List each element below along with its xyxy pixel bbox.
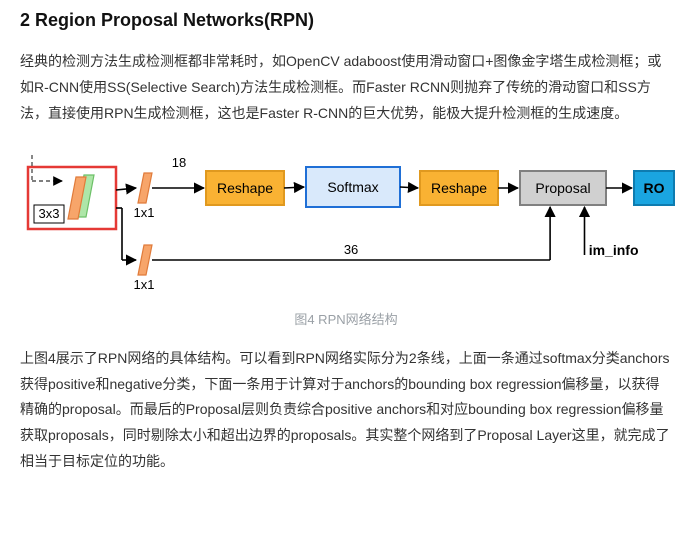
section-heading: 2 Region Proposal Networks(RPN) [20, 10, 672, 31]
svg-text:36: 36 [344, 242, 358, 257]
svg-text:Reshape: Reshape [431, 180, 487, 196]
figure-rpn-architecture: 3x3 1x1 1x1 Reshape Softmax Reshape Proposal RO… [20, 141, 672, 301]
svg-text:RO: RO [644, 180, 665, 196]
rpn-diagram-svg: 3x3 1x1 1x1 Reshape Softmax Reshape Proposal RO… [20, 141, 684, 301]
svg-text:Proposal: Proposal [535, 180, 590, 196]
svg-text:1x1: 1x1 [134, 205, 155, 220]
intro-paragraph: 经典的检测方法生成检测框都非常耗时，如OpenCV adaboost使用滑动窗口… [20, 49, 672, 127]
svg-text:im_info: im_info [589, 242, 639, 258]
svg-text:Reshape: Reshape [217, 180, 273, 196]
explanation-paragraph: 上图4展示了RPN网络的具体结构。可以看到RPN网络实际分为2条线，上面一条通过… [20, 346, 672, 475]
svg-text:3x3: 3x3 [39, 206, 60, 221]
svg-text:Softmax: Softmax [327, 179, 378, 195]
figure-caption: 图4 RPN网络结构 [20, 309, 672, 328]
svg-text:18: 18 [172, 155, 186, 170]
svg-text:1x1: 1x1 [134, 277, 155, 292]
